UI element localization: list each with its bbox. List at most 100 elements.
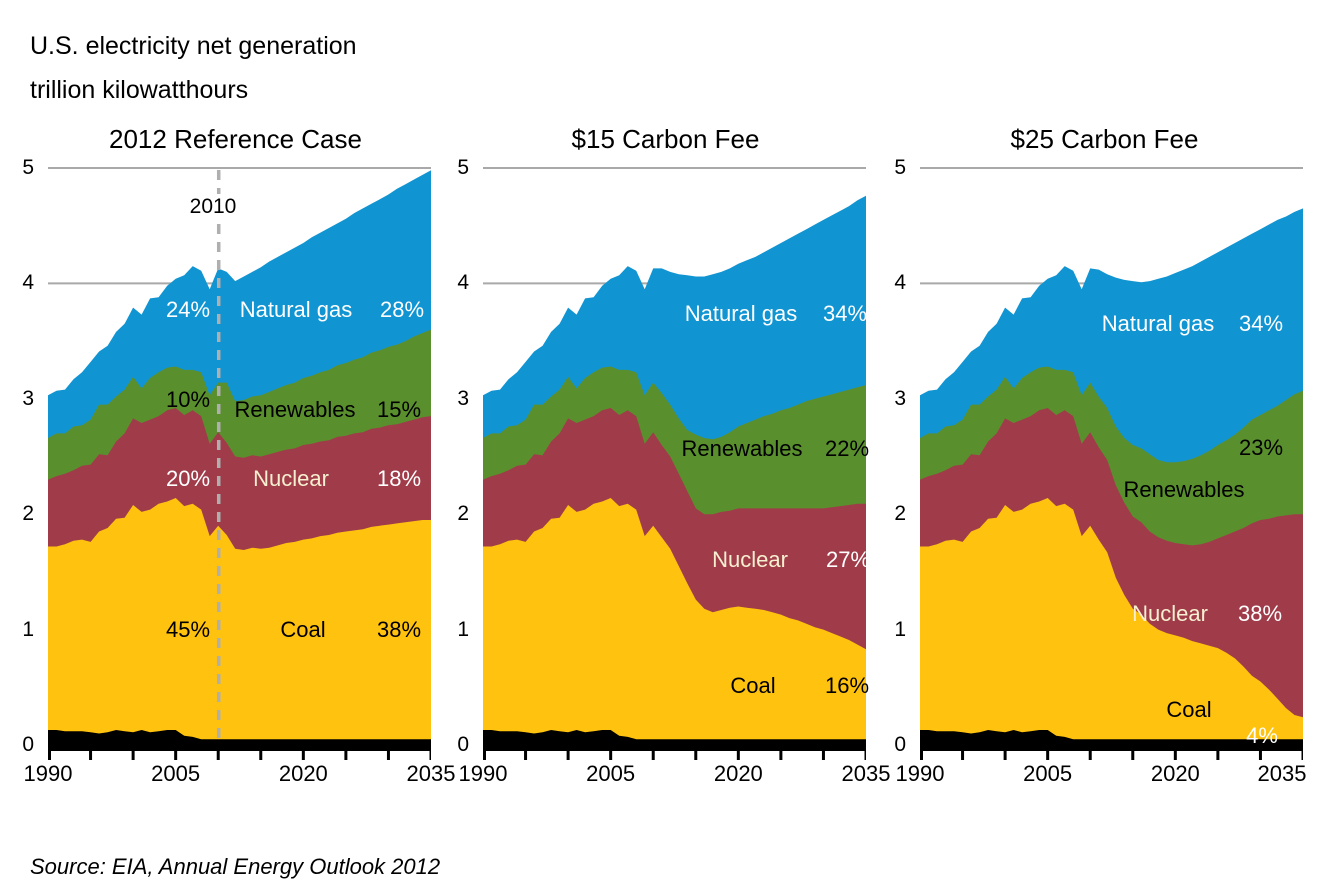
fee15-natural-gas-pct: 34%: [822, 301, 868, 326]
axis-tick: [1046, 751, 1050, 760]
x-axis-label: 1990: [895, 761, 945, 786]
x-axis-label: 1990: [458, 761, 508, 786]
ref-nuclear-pct-2035: 18%: [376, 466, 422, 491]
x-axis-label: 2005: [151, 761, 201, 786]
stacked-area-chart-2: [920, 167, 1303, 760]
y-axis-label: 1: [894, 617, 906, 641]
x-axis-label: 2035: [1257, 761, 1307, 786]
fee25-nuclear-label: Nuclear: [1132, 601, 1208, 626]
ref-nuclear-pct-2010: 20%: [165, 466, 211, 491]
axis-tick: [524, 751, 528, 760]
ref-renewables-pct-2035: 15%: [376, 397, 422, 422]
y-axis-label: 1: [457, 617, 469, 641]
area-coal: [920, 498, 1303, 745]
fee25-coal-pct: 4%: [1246, 723, 1278, 748]
y-axis-label: 5: [22, 156, 34, 179]
axis-tick: [344, 751, 348, 760]
fee25-nuclear-pct: 38%: [1237, 601, 1283, 626]
axis-tick: [1173, 751, 1177, 760]
axis-tick: [131, 751, 135, 760]
x-axis-line: [483, 745, 866, 751]
y-axis-label: 4: [894, 271, 906, 295]
area-coal: [48, 498, 431, 745]
axis-tick: [821, 751, 825, 760]
fee15-nuclear-pct: 27%: [825, 547, 871, 572]
fee25-natural-gas-label: Natural gas: [1101, 311, 1215, 336]
axis-tick: [1301, 751, 1303, 760]
x-axis-label: 2020: [278, 761, 328, 786]
area-other: [483, 730, 866, 745]
axis-tick: [694, 751, 698, 760]
axis-tick: [301, 751, 305, 760]
fee15-renewables-pct: 22%: [824, 436, 870, 461]
stacked-area-chart-0: [48, 167, 431, 760]
ref-renewables-label: Renewables: [234, 397, 356, 422]
x-axis-label: 2005: [1023, 761, 1073, 786]
axis-tick: [386, 751, 390, 760]
ref-nuclear-label: Nuclear: [253, 466, 329, 491]
axis-tick: [1216, 751, 1220, 760]
y-axis-label: 2: [457, 502, 469, 526]
panel-title-reference-case: 2012 Reference Case: [109, 124, 362, 154]
ref-natural-gas-pct-2010: 24%: [165, 297, 211, 322]
panel-title-25-carbon-fee: $25 Carbon Fee: [1010, 124, 1199, 154]
axis-tick: [864, 751, 866, 760]
fee25-coal-label: Coal: [1166, 697, 1212, 722]
y-axis-label: 5: [894, 156, 906, 179]
ref-coal-pct-2035: 38%: [376, 617, 422, 642]
panel-title-15-carbon-fee: $15 Carbon Fee: [571, 124, 760, 154]
axis-tick: [1088, 751, 1092, 760]
fee25-renewables-label: Renewables: [1123, 477, 1245, 502]
fee15-coal-label: Coal: [730, 673, 776, 698]
axis-tick: [1131, 751, 1135, 760]
fee15-natural-gas-label: Natural gas: [684, 301, 798, 326]
x-axis-label: 2005: [586, 761, 636, 786]
area-other: [920, 730, 1303, 745]
axis-tick: [920, 751, 923, 760]
axis-tick: [779, 751, 783, 760]
chart-title-line2: trillion kilowatthours: [30, 76, 249, 104]
axis-tick: [961, 751, 965, 760]
ref-coal-pct-2010: 45%: [165, 617, 211, 642]
axis-tick: [429, 751, 431, 760]
y-axis-label: 3: [22, 386, 34, 410]
fee25-renewables-pct: 23%: [1238, 435, 1284, 460]
axis-tick: [216, 751, 220, 760]
annotation-2010-label: 2010: [184, 194, 242, 220]
axis-tick: [1003, 751, 1007, 760]
source-note: Source: EIA, Annual Energy Outlook 2012: [30, 854, 441, 879]
stacked-area-chart-1: [483, 167, 866, 760]
ref-renewables-pct-2010: 10%: [165, 387, 211, 412]
x-axis-line: [920, 745, 1303, 751]
y-axis-label: 0: [457, 733, 469, 756]
axis-tick: [736, 751, 740, 760]
x-axis-label: 2020: [713, 761, 763, 786]
axis-tick: [609, 751, 613, 760]
fee15-nuclear-label: Nuclear: [712, 547, 788, 572]
x-axis-line: [48, 745, 431, 751]
y-axis-label: 3: [894, 386, 906, 410]
fee15-coal-pct: 16%: [824, 673, 870, 698]
x-axis-label: 1990: [23, 761, 73, 786]
axis-tick: [89, 751, 93, 760]
y-axis-label: 4: [457, 271, 469, 295]
x-axis-label: 2035: [406, 761, 456, 786]
axis-tick: [1258, 751, 1262, 760]
y-axis-label: 4: [22, 271, 34, 295]
x-axis-label: 2020: [1150, 761, 1200, 786]
x-axis-label: 2035: [841, 761, 891, 786]
axis-tick: [483, 751, 486, 760]
fee25-natural-gas-pct: 34%: [1238, 311, 1284, 336]
fee15-renewables-label: Renewables: [681, 436, 803, 461]
chart-title-line1: U.S. electricity net generation: [30, 32, 357, 60]
axis-tick: [48, 751, 51, 760]
y-axis-label: 0: [22, 733, 34, 756]
chart-header: U.S. electricity net generation trillion…: [30, 24, 357, 112]
y-axis-label: 0: [894, 733, 906, 756]
area-other: [48, 730, 431, 745]
axis-tick: [651, 751, 655, 760]
y-axis-label: 1: [22, 617, 34, 641]
axis-tick: [174, 751, 178, 760]
y-axis-label: 5: [457, 156, 469, 179]
